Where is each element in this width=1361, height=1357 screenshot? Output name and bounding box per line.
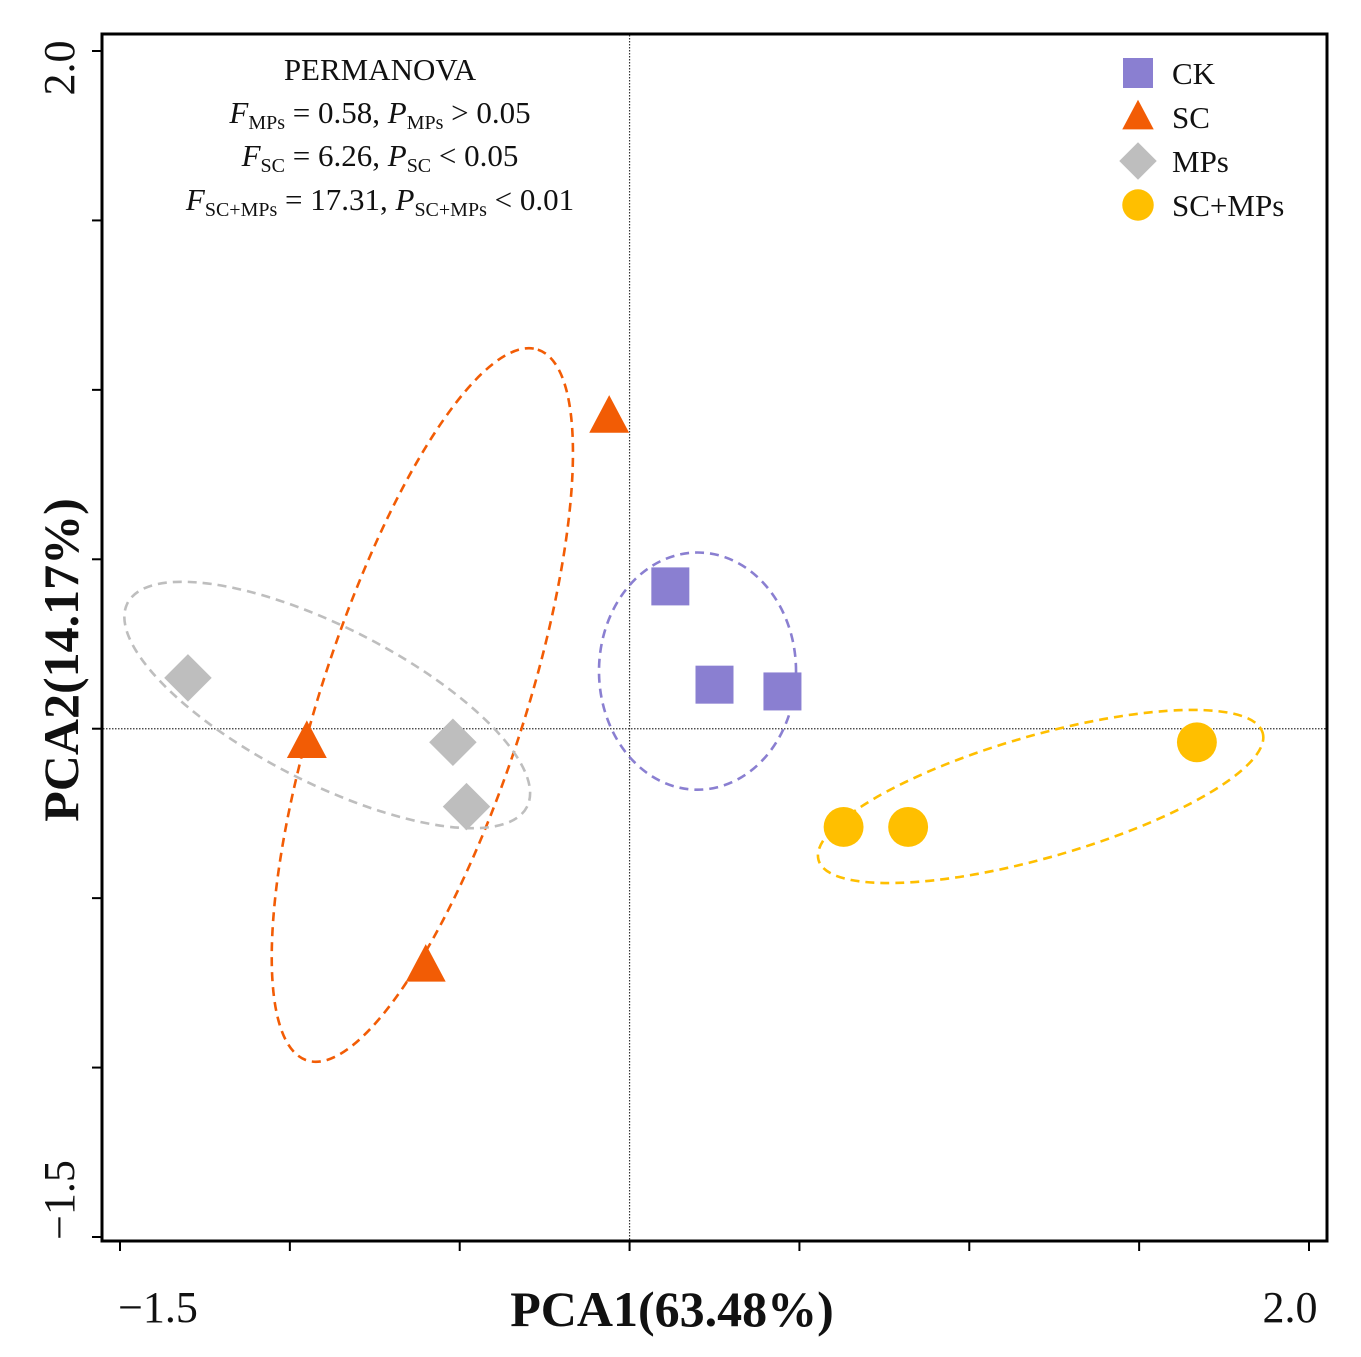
legend-marker-sc [1122,99,1154,130]
point-sc-2 [286,720,327,759]
x-axis-ticks [119,1241,1310,1251]
ellipse-sc [270,346,575,1064]
ellipse-ck [597,551,798,792]
stat-line-sc: FSC = 6.26, PSC < 0.05 [241,138,519,177]
stat-line-mps: FMPs = 0.58, PMPs > 0.05 [229,95,531,134]
legend-marker-mps [1119,142,1157,180]
point-mps-1 [164,654,212,702]
x-tick-label-max: 2.0 [1263,1283,1318,1332]
point-ck-1 [651,567,690,606]
x-axis-title: PCA1(63.48%) [510,1281,834,1337]
y-tick-label-max: 2.0 [35,41,84,96]
y-axis-title: PCA2(14.17%) [33,498,89,822]
ellipse-mps [123,580,532,830]
x-tick-label-min: −1.5 [118,1283,198,1332]
plot-frame [100,32,1329,1243]
y-tick-label-min: −1.5 [35,1160,84,1240]
legend-marker-sc-mps [1122,189,1154,221]
point-sc-1 [589,395,630,433]
legend-label-sc-mps: SC+MPs [1172,188,1284,223]
y-axis-ticks [92,50,102,1238]
point-mps-2 [429,718,477,767]
legend-marker-ck [1123,58,1153,88]
legend: CK SC MPs SC+MPs [1119,56,1284,223]
confidence-ellipses [123,346,1265,1064]
legend-label-ck: CK [1172,56,1216,91]
ellipse-sc-mps [816,708,1265,885]
stat-line-sc-mps: FSC+MPs = 17.31, PSC+MPs < 0.01 [185,182,575,221]
point-sc-mps-2 [888,807,929,847]
legend-label-mps: MPs [1172,144,1229,179]
point-sc-mps-1 [823,807,864,847]
point-sc-3 [405,944,446,982]
legend-label-sc: SC [1172,100,1210,135]
point-sc-mps-3 [1176,722,1217,763]
point-ck-2 [695,665,734,704]
point-mps-3 [442,782,491,831]
point-ck-3 [763,672,802,711]
data-points [164,395,1217,982]
permanova-title: PERMANOVA [283,52,477,87]
